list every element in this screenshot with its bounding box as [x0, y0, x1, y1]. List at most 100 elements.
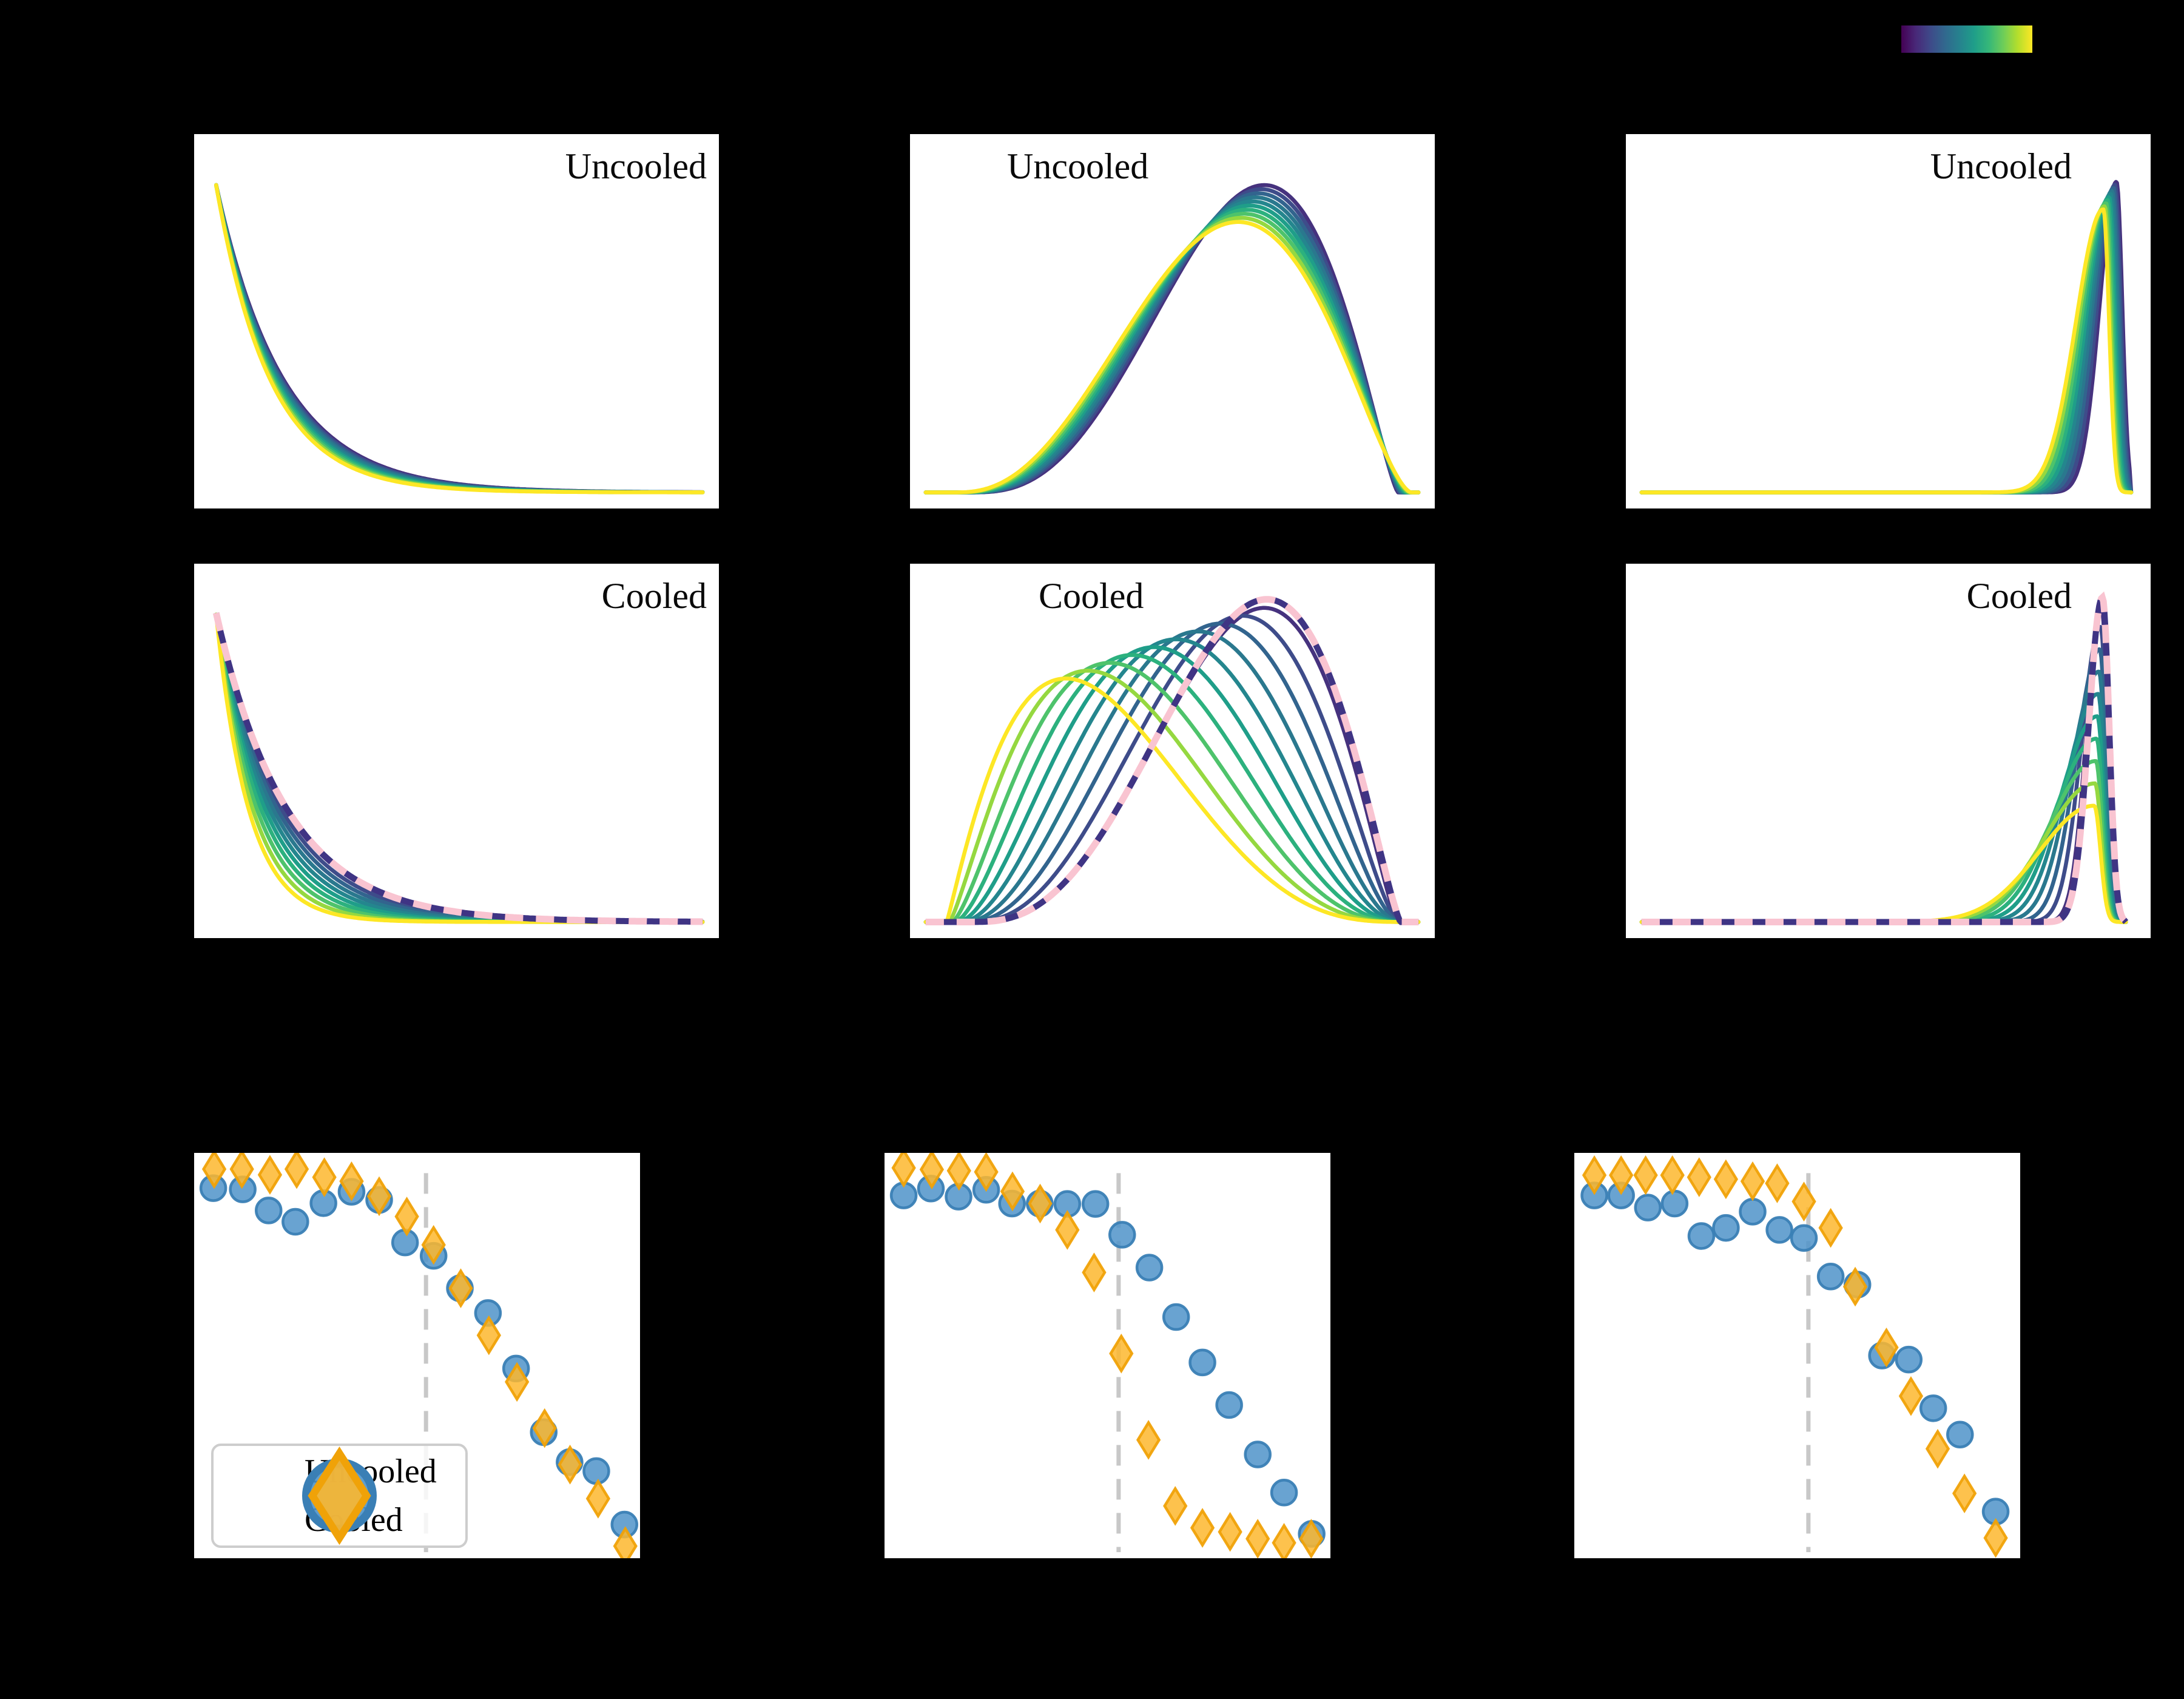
viridis-curve [214, 612, 705, 924]
viridis-curve [214, 612, 705, 924]
cooled-marker [1609, 1155, 1634, 1195]
viridis-curve [214, 183, 705, 495]
viridis-curve [214, 183, 705, 495]
viridis-curve [214, 612, 705, 924]
uncooled-marker [1660, 1189, 1689, 1218]
cooled-marker [1740, 1161, 1765, 1201]
uncooled-marker [1919, 1394, 1947, 1422]
uncooled-marker [254, 1197, 283, 1224]
cooled-marker [1082, 1252, 1107, 1292]
cooled-marker [1874, 1327, 1899, 1368]
cooled-marker [229, 1153, 254, 1189]
viridis-curve [214, 183, 705, 495]
reference-curve-navy [213, 612, 703, 925]
cooled-marker [504, 1362, 530, 1402]
viridis-curve [1639, 602, 2128, 924]
cooled-marker [558, 1444, 582, 1485]
uncooled-marker [281, 1208, 309, 1236]
cooled-marker [1713, 1159, 1739, 1200]
scatter-3-plot [1580, 1155, 2010, 1558]
cooled-marker [448, 1268, 473, 1308]
cooled-marker [1925, 1428, 1950, 1469]
cooled-marker [946, 1153, 971, 1191]
cooled-marker [1163, 1486, 1188, 1526]
cooled-marker [257, 1155, 283, 1195]
cooled-marker [1582, 1155, 1607, 1195]
cooled-marker [1299, 1519, 1324, 1558]
viridis-curve [923, 645, 1421, 924]
cooled-marker [1218, 1512, 1242, 1552]
cooled-marker [1842, 1266, 1868, 1307]
viridis-curve [923, 220, 1421, 495]
panel-cooled-dist-3: Cooled [1626, 564, 2151, 938]
cooled-dist-3-plot [1639, 591, 2129, 925]
panel-uncooled-dist-3: Uncooled [1626, 134, 2151, 508]
cooled-marker [1765, 1163, 1790, 1203]
viridis-curve [923, 661, 1421, 924]
viridis-curve [214, 612, 705, 924]
panel-uncooled-dist-1: Uncooled [194, 134, 719, 508]
uncooled-dist-1-plot [214, 183, 705, 495]
viridis-curve [923, 637, 1421, 924]
panel-cooled-dist-1: Cooled [194, 564, 719, 938]
viridis-curve [214, 612, 705, 924]
viridis-curve [1639, 647, 2128, 924]
cooled-marker [1136, 1420, 1161, 1460]
viridis-curve [214, 612, 705, 924]
viridis-curve [214, 183, 705, 495]
cooled-marker [585, 1479, 611, 1519]
reference-curve-pink-dashed [212, 612, 703, 925]
uncooled-marker [1895, 1345, 1923, 1374]
cooled-marker [1818, 1208, 1843, 1248]
cooled-marker [476, 1315, 501, 1356]
scatter-2-plot [889, 1153, 1326, 1558]
viridis-curve [214, 612, 705, 924]
uncooled-marker [391, 1228, 419, 1257]
colorbar-tick [1967, 53, 1969, 60]
cooled-dist-1-plot [212, 612, 705, 925]
viridis-curve [923, 669, 1421, 924]
cooled-marker [394, 1197, 419, 1237]
viridis-curve [214, 183, 705, 495]
cooled-marker [284, 1153, 309, 1189]
uncooled-marker [1081, 1190, 1110, 1218]
panel-scatter-2 [885, 1153, 1330, 1558]
viridis-curve [923, 653, 1421, 924]
uncooled-dist-3-plot [1639, 180, 2134, 495]
cooled-marker [1898, 1376, 1924, 1416]
panel-scatter-1: Uncooled Cooled [194, 1153, 640, 1558]
viridis-curve [214, 183, 705, 495]
viridis-curve [1639, 758, 2128, 924]
cooled-marker [1633, 1155, 1658, 1195]
viridis-curve [1639, 201, 2134, 495]
cooled-marker [1791, 1181, 1816, 1221]
cooled-marker [1055, 1210, 1080, 1250]
cooled-marker [1660, 1155, 1685, 1195]
cooled-marker [312, 1157, 337, 1197]
uncooled-marker [1816, 1262, 1845, 1291]
cooled-marker [1109, 1333, 1134, 1374]
cooled-marker [421, 1224, 446, 1265]
uncooled-marker [1712, 1214, 1740, 1242]
reference-curve-pink-dashed [925, 596, 1419, 925]
uncooled-marker [1108, 1221, 1136, 1249]
uncooled-marker [1215, 1391, 1243, 1419]
panel-cooled-dist-2: Cooled [910, 564, 1435, 938]
scatter-1-plot [199, 1153, 639, 1558]
viridis-curve [214, 612, 705, 924]
uncooled-marker [582, 1457, 610, 1485]
uncooled-marker [1135, 1254, 1164, 1282]
cooled-marker [1272, 1522, 1296, 1558]
cooled-marker [891, 1153, 916, 1188]
legend-box: Uncooled Cooled [211, 1444, 468, 1548]
panel-uncooled-dist-2: Uncooled [910, 134, 1435, 508]
cooled-dist-2-plot [923, 596, 1421, 925]
reference-curve-pink-dashed [1641, 591, 2129, 925]
uncooled-marker [1739, 1198, 1767, 1226]
viridis-colorbar [1901, 25, 2032, 60]
viridis-curve [214, 612, 705, 924]
viridis-curve [214, 612, 705, 924]
viridis-curve [214, 183, 705, 495]
cooled-marker [613, 1526, 638, 1558]
